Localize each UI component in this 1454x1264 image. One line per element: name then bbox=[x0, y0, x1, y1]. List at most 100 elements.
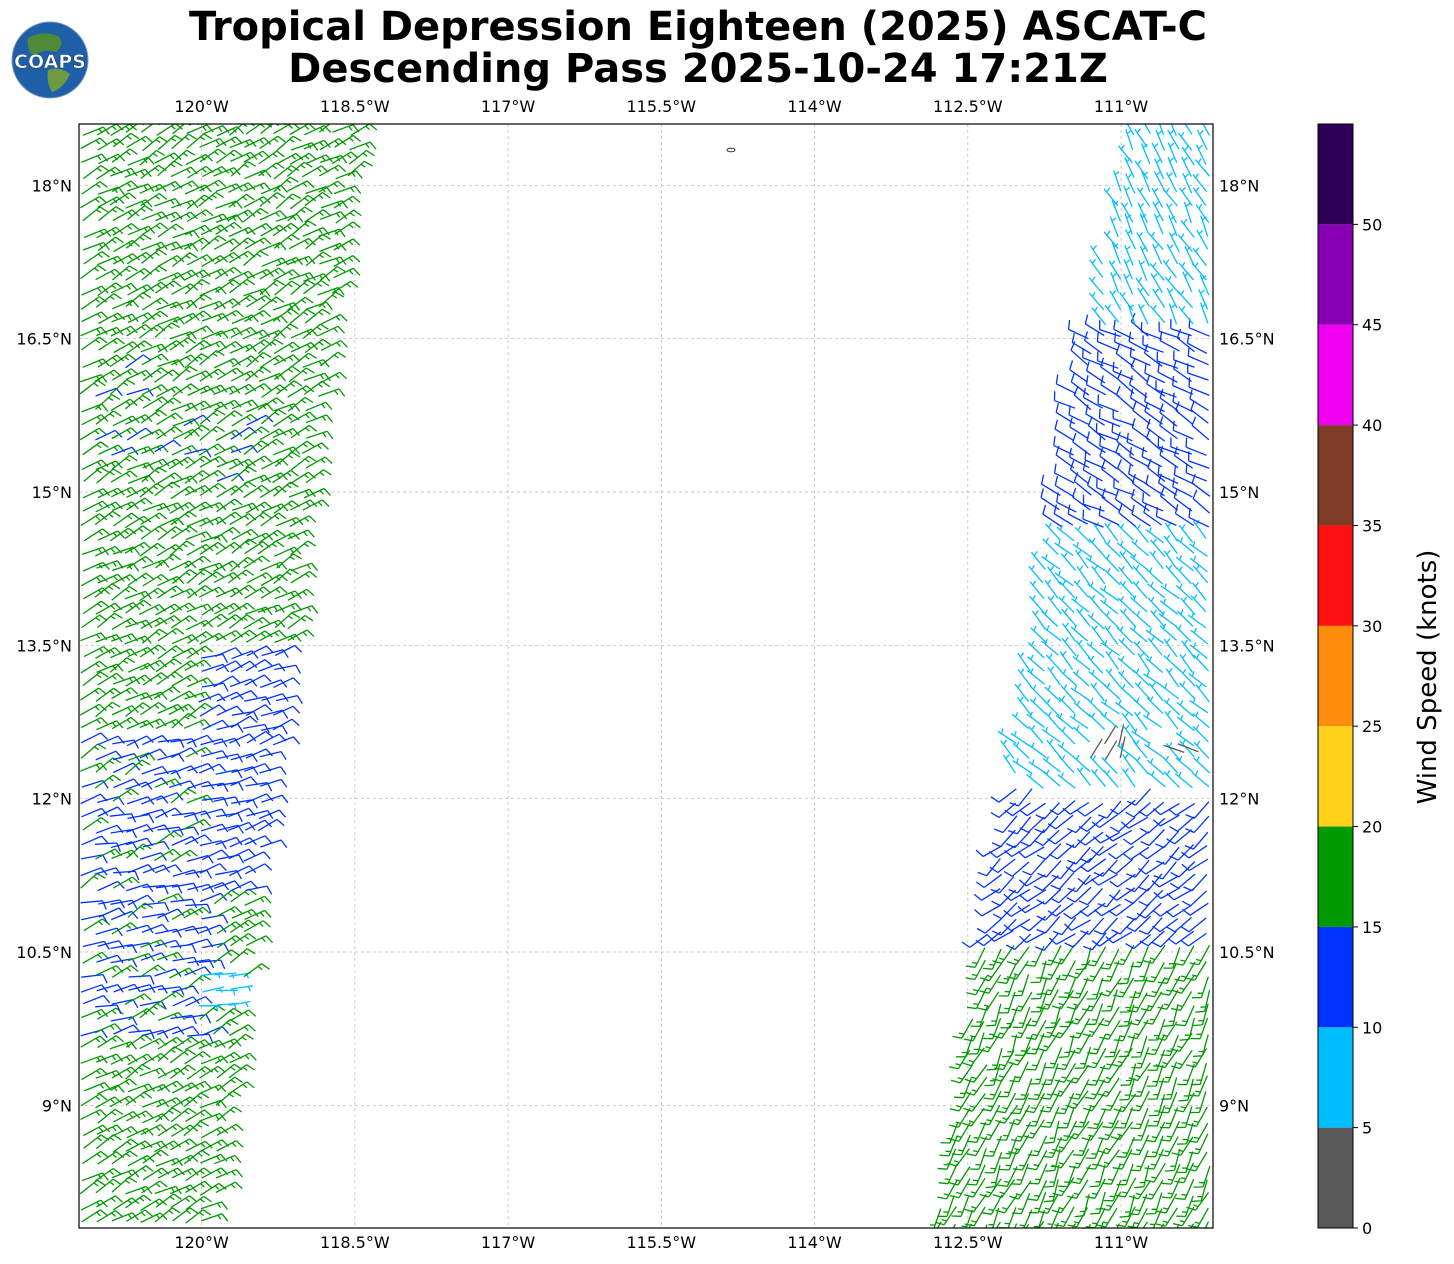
wind-barb bbox=[1099, 1020, 1121, 1040]
wind-barb bbox=[83, 228, 112, 239]
wind-barb bbox=[156, 301, 184, 311]
wind-barb bbox=[1169, 844, 1195, 861]
wind-barb bbox=[333, 238, 361, 251]
wind-barb bbox=[245, 455, 273, 468]
wind-barb bbox=[1144, 962, 1165, 983]
wind-barb bbox=[1017, 652, 1031, 672]
wind-barb bbox=[1172, 392, 1193, 413]
wind-barb bbox=[1091, 814, 1118, 829]
wind-barb bbox=[1130, 488, 1150, 512]
wind-barb bbox=[1113, 170, 1122, 192]
wind-barb bbox=[273, 234, 300, 249]
wind-barb bbox=[986, 1048, 1003, 1071]
wind-barb bbox=[1097, 1149, 1120, 1169]
wind-barb bbox=[96, 468, 122, 484]
wind-barb bbox=[1037, 860, 1062, 878]
wind-barb bbox=[1146, 1135, 1164, 1158]
wind-barb bbox=[259, 766, 287, 775]
wind-barb bbox=[229, 837, 257, 848]
wind-barb bbox=[1042, 537, 1059, 556]
wind-barb bbox=[1191, 416, 1210, 441]
wind-barb bbox=[348, 149, 375, 165]
wind-barb bbox=[1009, 788, 1033, 807]
wind-barb bbox=[229, 1009, 257, 1022]
wind-barb bbox=[111, 585, 138, 601]
wind-barb bbox=[1085, 1137, 1104, 1160]
wind-barb bbox=[1187, 1122, 1209, 1144]
wind-barb bbox=[939, 1135, 959, 1157]
wind-barb bbox=[983, 1017, 1002, 1040]
wind-barb bbox=[1128, 1005, 1150, 1026]
wind-barb bbox=[979, 1178, 1002, 1198]
wind-barb bbox=[125, 369, 153, 381]
wind-barb bbox=[1118, 724, 1125, 747]
wind-barb bbox=[171, 849, 198, 863]
wind-barb bbox=[244, 863, 273, 875]
wind-barb bbox=[1028, 742, 1047, 759]
wind-barb bbox=[1099, 320, 1121, 338]
wind-barb bbox=[1036, 888, 1062, 905]
wind-barb bbox=[305, 154, 333, 165]
wind-barb bbox=[216, 149, 243, 164]
wind-barb bbox=[245, 630, 273, 643]
wind-barb bbox=[230, 426, 258, 440]
wind-barb bbox=[1176, 609, 1194, 627]
colorbar-segment bbox=[1318, 625, 1353, 727]
wind-barb bbox=[1162, 187, 1178, 207]
wind-barb bbox=[214, 602, 242, 615]
wind-barb bbox=[1080, 917, 1105, 935]
wind-barb bbox=[1128, 1062, 1152, 1082]
wind-barb bbox=[1063, 904, 1090, 920]
wind-barb bbox=[977, 991, 1000, 1011]
wind-barb bbox=[199, 455, 227, 468]
wind-barb bbox=[1103, 682, 1121, 700]
wind-barb bbox=[154, 968, 182, 977]
globe-land-shape bbox=[27, 33, 62, 56]
wind-barb bbox=[243, 426, 270, 441]
wind-barb bbox=[1057, 742, 1076, 759]
wind-barb bbox=[186, 124, 214, 134]
wind-barb bbox=[216, 410, 243, 425]
wind-barb bbox=[1188, 1133, 1209, 1155]
wind-barb bbox=[81, 807, 109, 818]
colorbar-tick-label: 20 bbox=[1362, 818, 1382, 837]
wind-barb bbox=[95, 410, 122, 425]
wind-barb bbox=[1035, 802, 1060, 820]
wind-barb bbox=[978, 1032, 1001, 1053]
wind-barb bbox=[231, 502, 260, 512]
wind-barb bbox=[1144, 1162, 1166, 1183]
wind-barb bbox=[1067, 816, 1092, 834]
wind-barb bbox=[83, 587, 111, 600]
wind-barb bbox=[260, 184, 288, 195]
wind-barb bbox=[964, 1177, 986, 1198]
wind-barb bbox=[170, 1064, 197, 1080]
wind-barb bbox=[982, 948, 1002, 970]
wind-barb bbox=[1085, 1047, 1107, 1069]
wind-barb bbox=[976, 918, 1003, 934]
wind-barb bbox=[964, 1076, 988, 1096]
wind-barb bbox=[169, 560, 197, 572]
wind-barb bbox=[157, 826, 184, 836]
wind-barb bbox=[1146, 758, 1165, 776]
wind-barb bbox=[125, 702, 152, 717]
wind-barb bbox=[1162, 259, 1177, 279]
wind-barb bbox=[1028, 1078, 1047, 1101]
wind-barb bbox=[97, 1035, 125, 1049]
wind-barb bbox=[141, 211, 169, 221]
wind-barb bbox=[1160, 583, 1180, 600]
wind-barb bbox=[1052, 1177, 1075, 1197]
wind-barb bbox=[964, 1193, 987, 1213]
wind-barb bbox=[1155, 830, 1180, 849]
wind-barb bbox=[274, 280, 300, 296]
wind-barb bbox=[82, 1124, 111, 1137]
wind-barb bbox=[1082, 1017, 1105, 1038]
wind-barb bbox=[1003, 861, 1030, 877]
wind-barb bbox=[184, 834, 212, 845]
wind-barb bbox=[1147, 1049, 1166, 1072]
wind-barb bbox=[154, 1207, 181, 1223]
wind-barb bbox=[1176, 537, 1195, 554]
wind-barb bbox=[334, 134, 362, 148]
wind-barb bbox=[1117, 523, 1135, 541]
wind-barb bbox=[261, 458, 289, 470]
wind-barb bbox=[1098, 1006, 1120, 1027]
